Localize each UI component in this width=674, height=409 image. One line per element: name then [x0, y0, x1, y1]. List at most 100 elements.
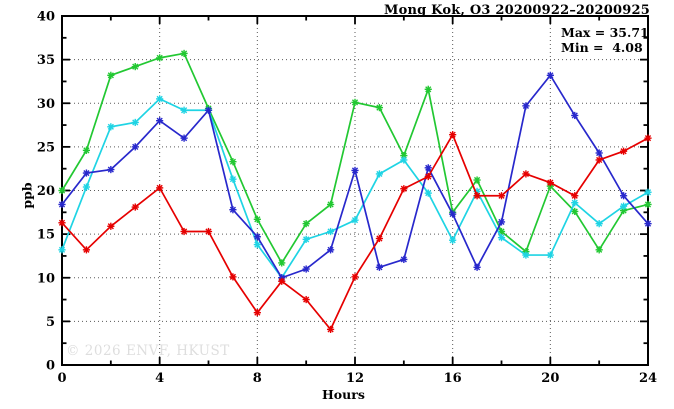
data-point [351, 273, 359, 281]
data-point [424, 85, 432, 93]
data-point [644, 188, 652, 196]
tick-labels: 0 4 8 12 16 20 24 0 5 10 15 20 25 30 35 40 [37, 10, 657, 387]
data-point [253, 240, 261, 249]
data-point [204, 227, 213, 236]
data-point [473, 263, 481, 271]
data-point [424, 164, 432, 172]
data-point [400, 156, 408, 164]
data-point [400, 185, 408, 193]
data-point [180, 49, 188, 58]
data-point [180, 106, 188, 114]
data-point [595, 156, 603, 164]
data-point [180, 134, 188, 142]
data-point [107, 123, 115, 131]
data-point [326, 227, 335, 236]
data-point [497, 234, 506, 242]
data-point [156, 117, 164, 125]
data-point [107, 222, 115, 230]
x-tick-label: 20 [541, 371, 559, 386]
data-point [82, 169, 91, 177]
data-point [82, 246, 91, 254]
y-tick-label: 30 [37, 97, 55, 112]
chart-title: Mong Kok, O3 20200922–20200925 [384, 3, 650, 18]
y-tick-label: 10 [37, 271, 55, 286]
y-tick-label: 15 [37, 228, 55, 243]
data-point [302, 235, 310, 243]
x-axis-label: Hours [322, 387, 365, 402]
data-point [253, 215, 261, 223]
data-point [156, 184, 164, 192]
data-point [58, 219, 66, 227]
data-point [424, 172, 432, 181]
watermark: © 2026 ENVF, HKUST [66, 343, 230, 359]
data-point [278, 277, 286, 285]
data-point [497, 218, 506, 226]
data-point [449, 236, 457, 244]
data-point [546, 71, 554, 79]
x-tick-label: 4 [155, 371, 164, 386]
data-point [546, 251, 554, 259]
data-point [351, 216, 359, 224]
data-point [595, 246, 603, 254]
data-point [131, 203, 139, 211]
y-tick-label: 35 [37, 53, 55, 68]
data-point [131, 118, 139, 127]
data-point [82, 146, 91, 154]
x-tick-label: 0 [57, 371, 66, 386]
data-point [302, 265, 310, 273]
stat-min: Min = 4.08 [561, 39, 643, 55]
data-point [522, 251, 530, 259]
data-point [375, 104, 384, 112]
data-point [449, 131, 457, 139]
x-tick-label: 8 [253, 371, 262, 386]
data-point [156, 95, 164, 103]
y-axis-label: ppb [19, 182, 35, 209]
gridlines [62, 16, 648, 365]
y-tick-label: 5 [46, 315, 55, 330]
data-point [375, 234, 384, 243]
data-point [571, 192, 579, 200]
data-point [204, 106, 213, 114]
data-point [326, 246, 335, 254]
data-point [131, 143, 139, 151]
data-point [229, 158, 237, 166]
data-point [644, 220, 652, 228]
data-point [424, 189, 432, 197]
x-tick-label: 24 [639, 371, 657, 386]
data-point [58, 186, 66, 195]
data-point [619, 202, 628, 210]
data-point [278, 259, 286, 267]
y-tick-label: 20 [37, 184, 55, 199]
data-point [326, 200, 335, 209]
data-point [522, 170, 530, 178]
data-point [571, 207, 579, 216]
data-point [619, 147, 628, 155]
data-point [473, 192, 481, 200]
data-point [351, 98, 359, 106]
data-point [449, 210, 457, 218]
data-point [58, 200, 66, 209]
series-red [58, 131, 652, 334]
data-point [58, 246, 66, 254]
y-tick-label: 25 [37, 140, 55, 155]
data-point [253, 309, 261, 317]
y-tick-label: 0 [46, 359, 55, 374]
data-point [326, 325, 335, 334]
data-point [156, 54, 164, 62]
y-tick-label: 40 [37, 10, 55, 25]
data-point [497, 192, 506, 200]
data-point [229, 273, 237, 281]
data-point [375, 263, 384, 271]
data-point [595, 220, 603, 228]
x-tick-label: 16 [444, 371, 462, 386]
data-point [595, 149, 603, 157]
data-point [400, 255, 408, 264]
data-point [253, 233, 261, 241]
data-point [229, 206, 237, 214]
data-point [131, 63, 139, 71]
data-point [571, 199, 579, 207]
data-point [351, 166, 359, 175]
data-point [644, 200, 652, 209]
